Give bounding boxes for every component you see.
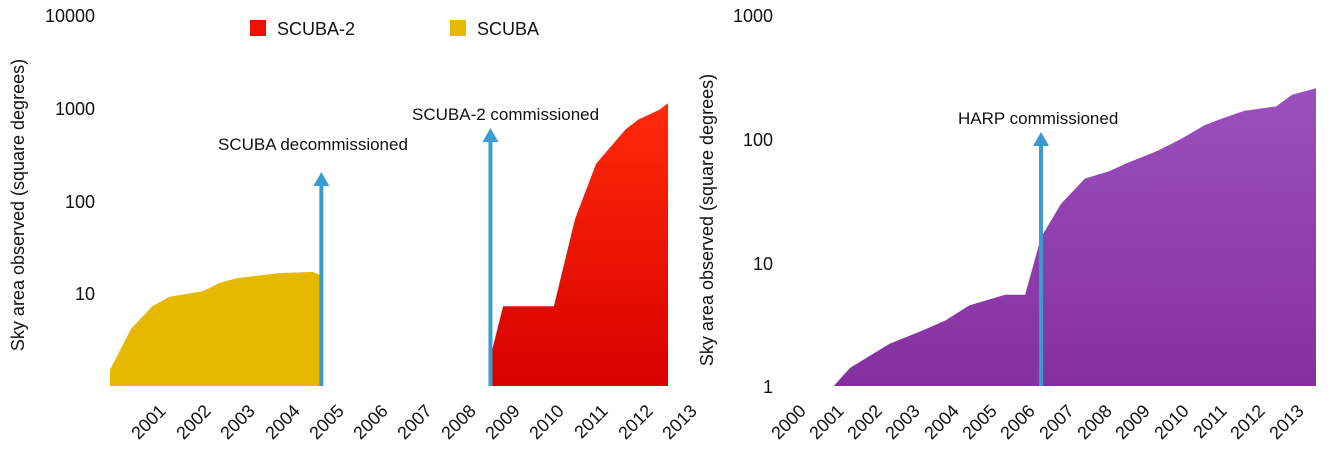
x-tick-label: 2005 [305, 401, 347, 443]
y-tick-label: 100 [743, 130, 773, 150]
annotation-arrow-head [1033, 132, 1050, 146]
x-tick-label: 2003 [881, 401, 923, 443]
x-tick-label: 2007 [1035, 401, 1077, 443]
x-tick-label: 2008 [1073, 401, 1115, 443]
y-tick-labels: 1 10 100 1000 [733, 6, 773, 397]
x-tick-label: 2001 [127, 401, 169, 443]
y-tick-label: 10000 [45, 6, 95, 26]
area-series-scuba-2 [490, 103, 668, 386]
annotation-label: HARP commissioned [958, 109, 1118, 128]
legend: SCUBA-2 SCUBA [250, 19, 539, 39]
x-tick-label: 2004 [920, 401, 962, 443]
plot-areas [790, 88, 1316, 386]
x-tick-label: 2010 [1150, 401, 1192, 443]
y-axis-label: Sky area observed (square degrees) [8, 59, 28, 351]
legend-label-scuba-2: SCUBA-2 [277, 19, 355, 39]
annotation-label: SCUBA-2 commissioned [412, 105, 599, 124]
x-tick-label: 2006 [996, 401, 1038, 443]
plot-areas [110, 103, 668, 386]
x-tick-labels: 2000 2001 2002 2003 2004 2005 2006 2007 … [767, 401, 1307, 443]
x-tick-label: 2012 [1226, 401, 1268, 443]
y-tick-labels: 10 100 1000 10000 [45, 6, 95, 304]
y-tick-label: 1000 [733, 6, 773, 26]
annotation-arrow-head [482, 128, 499, 142]
x-tick-label: 2006 [349, 401, 391, 443]
x-tick-label: 2002 [172, 401, 214, 443]
x-tick-label: 2007 [393, 401, 435, 443]
x-tick-label: 2012 [614, 401, 656, 443]
chart-scuba: Sky area observed (square degrees) SCUBA… [8, 6, 701, 443]
legend-swatch-scuba [450, 20, 466, 36]
y-tick-label: 1 [763, 377, 773, 397]
x-tick-label: 2011 [570, 401, 612, 443]
x-tick-label: 2008 [437, 401, 479, 443]
area-series-series-0 [790, 88, 1316, 386]
x-tick-label: 2001 [805, 401, 847, 443]
y-axis-label: Sky area observed (square degrees) [697, 74, 717, 366]
x-tick-label: 2002 [843, 401, 885, 443]
legend-label-scuba: SCUBA [477, 19, 539, 39]
x-tick-label: 2009 [1111, 401, 1153, 443]
x-tick-label: 2005 [958, 401, 1000, 443]
area-series-scuba [110, 271, 322, 386]
x-tick-label: 2003 [216, 401, 258, 443]
y-tick-label: 1000 [55, 99, 95, 119]
annotation-label: SCUBA decommissioned [218, 135, 408, 154]
x-tick-label: 2004 [261, 401, 303, 443]
chart-harp: Sky area observed (square degrees) 1 10 … [697, 6, 1316, 443]
y-tick-label: 100 [65, 192, 95, 212]
annotations: HARP commissioned [958, 109, 1118, 386]
x-tick-label: 2009 [481, 401, 523, 443]
y-tick-label: 10 [75, 284, 95, 304]
y-tick-label: 10 [753, 254, 773, 274]
x-tick-label: 2011 [1189, 401, 1231, 443]
legend-swatch-scuba-2 [250, 20, 266, 36]
x-tick-labels: 2001 2002 2003 2004 2005 2006 2007 2008 … [127, 401, 700, 443]
x-tick-label: 2000 [767, 401, 809, 443]
annotation-arrow-head [313, 172, 330, 186]
x-tick-label: 2010 [525, 401, 567, 443]
x-tick-label: 2013 [658, 401, 700, 443]
x-tick-label: 2013 [1265, 401, 1307, 443]
